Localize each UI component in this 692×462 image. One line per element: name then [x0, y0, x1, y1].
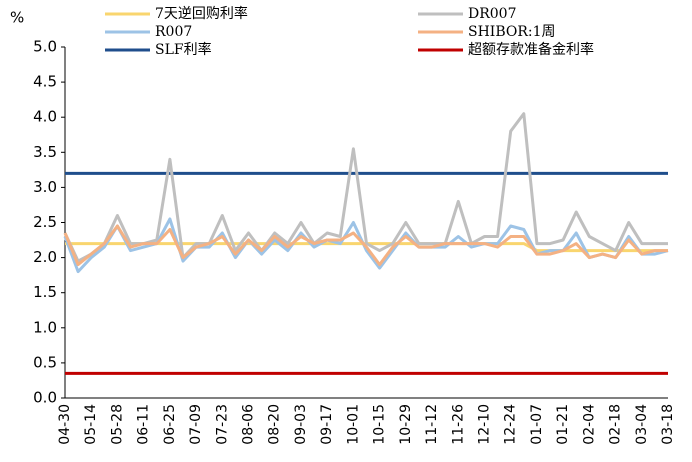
x-tick-label: 02-04	[581, 404, 597, 445]
y-tick-label: 1.0	[33, 318, 57, 336]
x-tick-label: 11-26	[450, 404, 466, 445]
y-tick-label: 0.5	[33, 353, 57, 371]
x-tick-label: 04-30	[57, 404, 73, 445]
x-tick-label: 06-11	[136, 404, 152, 445]
x-tick-label: 02-18	[608, 404, 624, 445]
x-tick-label: 05-14	[83, 404, 99, 445]
series-line	[63, 217, 669, 274]
series-line	[63, 224, 668, 267]
y-tick-label: 4.5	[33, 73, 57, 91]
x-tick-label: 06-25	[162, 404, 178, 445]
x-tick-label: 01-21	[555, 404, 571, 445]
x-tick-label: 03-04	[634, 404, 650, 445]
x-tick-label: 05-28	[109, 404, 125, 445]
y-tick-label: 5.0	[33, 38, 57, 56]
y-tick-label: 3.0	[33, 178, 57, 196]
legend-label: 超额存款准备金利率	[468, 41, 594, 58]
legend-label: R007	[155, 24, 192, 40]
legend-label: SHIBOR:1周	[468, 24, 556, 40]
x-tick-label: 11-12	[424, 404, 440, 445]
x-tick-label: 01-07	[529, 404, 545, 445]
x-tick-label: 03-18	[660, 404, 676, 445]
unit-label: %	[10, 9, 24, 27]
x-tick-label: 10-29	[398, 404, 414, 445]
legend-label: DR007	[468, 6, 517, 22]
y-tick-label: 2.0	[33, 248, 57, 266]
legend-label: SLF利率	[155, 41, 212, 58]
y-tick-label: 4.0	[33, 108, 57, 126]
x-tick-label: 12-24	[503, 404, 519, 445]
x-tick-label: 09-03	[293, 404, 309, 445]
y-tick-label: 3.5	[33, 143, 57, 161]
x-tick-label: 09-17	[319, 404, 335, 445]
x-tick-label: 10-01	[345, 404, 361, 445]
series-line	[63, 112, 668, 263]
y-tick-label: 2.5	[33, 213, 57, 231]
y-tick-label: 0.0	[33, 389, 57, 407]
x-tick-label: 08-06	[241, 404, 257, 445]
x-tick-label: 07-23	[214, 404, 230, 445]
x-tick-label: 08-20	[267, 404, 283, 445]
y-tick-label: 1.5	[33, 283, 57, 301]
x-tick-label: 10-15	[372, 404, 388, 445]
x-tick-label: 07-09	[188, 404, 204, 445]
x-tick-label: 12-10	[476, 404, 492, 445]
legend-label: 7天逆回购利率	[155, 5, 248, 22]
